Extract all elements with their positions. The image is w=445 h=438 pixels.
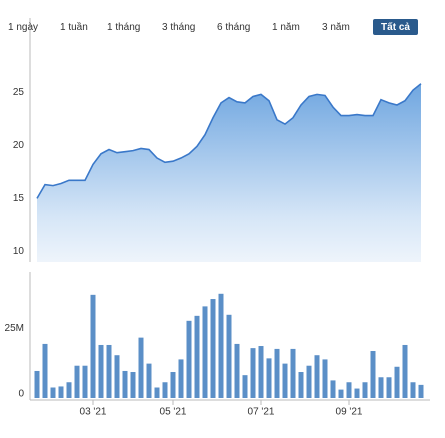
volume-bar (298, 372, 304, 398)
range-button[interactable]: 1 năm (272, 22, 300, 33)
volume-bar (410, 382, 416, 398)
range-button[interactable]: 6 tháng (217, 22, 250, 33)
range-button[interactable]: 3 tháng (162, 22, 195, 33)
volume-bar (122, 370, 128, 398)
volume-bar (130, 372, 136, 398)
volume-bar (138, 337, 144, 398)
volume-bar (394, 366, 400, 398)
y-tick-label: 0 (18, 389, 24, 400)
volume-bar (202, 306, 208, 398)
volume-bar (210, 299, 216, 398)
volume-bar (82, 365, 88, 398)
selected-button-bg (373, 19, 418, 35)
y-tick-label: 25 (13, 87, 25, 98)
volume-bar (378, 377, 384, 398)
volume-bar (66, 382, 72, 398)
x-tick-label: 03 '21 (80, 407, 107, 418)
volume-bar (58, 386, 64, 398)
y-tick-label: 10 (13, 246, 25, 257)
range-button[interactable]: 1 ngày (8, 22, 38, 33)
volume-bar (338, 389, 344, 398)
volume-bar (418, 384, 424, 398)
range-button[interactable]: 1 tháng (107, 22, 140, 33)
volume-bar (402, 344, 408, 398)
volume-bar (266, 358, 272, 398)
volume-bar (194, 315, 200, 398)
volume-bar (362, 382, 368, 398)
volume-bar (146, 363, 152, 398)
volume-bar (370, 351, 376, 398)
volume-bar (290, 348, 296, 398)
volume-bar (106, 344, 112, 398)
volume-bar (154, 387, 160, 398)
volume-bar (218, 293, 224, 398)
volume-bar (282, 363, 288, 398)
volume-bar (178, 359, 184, 398)
volume-bar (170, 372, 176, 398)
volume-bar (90, 294, 96, 398)
y-tick-label: 20 (13, 140, 25, 151)
price-area (37, 83, 421, 262)
volume-bar (258, 346, 264, 398)
volume-bar (50, 387, 56, 398)
volume-bar (330, 380, 336, 398)
volume-bar (346, 382, 352, 398)
y-tick-label: 15 (13, 193, 25, 204)
volume-bar (242, 375, 248, 398)
price-line (36, 83, 422, 199)
volume-bar (314, 355, 320, 398)
volume-bar (234, 343, 240, 398)
volume-bar (98, 344, 104, 398)
x-tick-label: 05 '21 (160, 407, 187, 418)
y-tick-label: 25M (5, 323, 24, 334)
volume-bar (226, 314, 232, 398)
x-tick-label: 09 '21 (336, 407, 363, 418)
volume-bar (306, 365, 312, 398)
range-button[interactable]: 3 năm (322, 22, 350, 33)
volume-bar (386, 377, 392, 398)
volume-bar (322, 359, 328, 398)
volume-bar (42, 343, 48, 398)
volume-bar (354, 388, 360, 398)
volume-bar (250, 348, 256, 398)
volume-bar (274, 348, 280, 398)
range-button[interactable]: 1 tuần (60, 21, 88, 33)
volume-bar (186, 320, 192, 398)
volume-bar (34, 370, 40, 398)
x-tick-label: 07 '21 (248, 407, 275, 418)
range-button[interactable]: Tất cả (381, 21, 410, 33)
volume-bar (114, 355, 120, 398)
volume-bar (162, 382, 168, 398)
volume-bar (74, 365, 80, 398)
